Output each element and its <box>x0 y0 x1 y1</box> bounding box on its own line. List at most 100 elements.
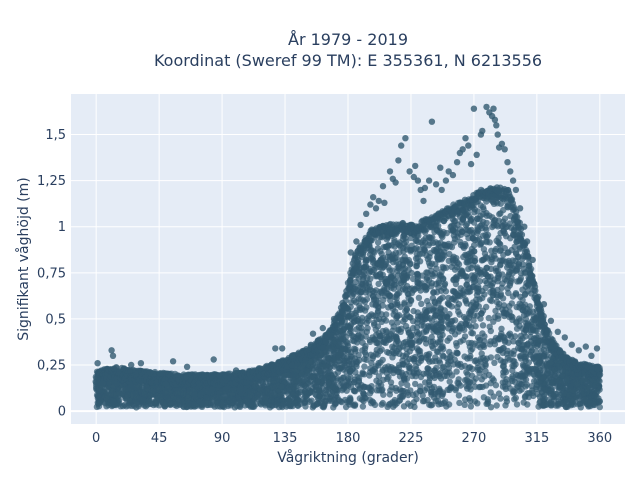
scatter-point <box>479 322 487 329</box>
scatter-point <box>513 319 520 327</box>
scatter-point <box>415 279 422 286</box>
scatter-point <box>509 373 516 380</box>
scatter-point <box>359 369 366 376</box>
scatter-point <box>430 272 437 280</box>
scatter-point <box>379 356 386 364</box>
scatter-point <box>495 390 503 397</box>
scatter-point <box>391 399 398 406</box>
scatter-point <box>474 334 482 341</box>
scatter-point <box>386 332 393 339</box>
scatter-point <box>509 265 516 272</box>
scatter-point <box>510 231 517 238</box>
scatter-point <box>490 393 497 400</box>
scatter-point <box>535 359 543 366</box>
scatter-point <box>403 243 410 250</box>
scatter-point <box>454 350 461 357</box>
scatter-point <box>495 217 502 224</box>
scatter-point <box>356 395 364 402</box>
scatter-point <box>347 328 354 335</box>
scatter-point <box>363 319 370 327</box>
scatter-point <box>364 274 371 282</box>
scatter-point <box>314 400 321 407</box>
scatter-point <box>153 396 160 404</box>
scatter-point <box>361 363 368 370</box>
scatter-point <box>496 240 503 247</box>
scatter-point <box>474 267 482 274</box>
scatter-point <box>408 269 415 277</box>
scatter-point <box>436 271 443 278</box>
scatter-point <box>425 277 433 284</box>
scatter-point <box>174 395 181 402</box>
scatter-point <box>452 280 460 288</box>
scatter-point <box>472 357 480 364</box>
scatter-point <box>478 257 485 264</box>
scatter-point <box>361 307 369 314</box>
scatter-point <box>527 348 534 356</box>
scatter-point <box>503 233 510 240</box>
scatter-point <box>404 326 412 334</box>
scatter-point <box>500 358 507 366</box>
scatter-point <box>515 340 522 347</box>
scatter-point <box>487 380 494 387</box>
scatter-point <box>516 372 524 380</box>
scatter-point <box>467 403 475 410</box>
scatter-point <box>180 403 187 411</box>
scatter-point <box>424 269 431 276</box>
scatter-point <box>312 357 320 364</box>
scatter-point <box>461 401 468 408</box>
scatter-point <box>437 295 444 303</box>
scatter-point <box>486 277 494 284</box>
scatter-point <box>407 248 414 255</box>
scatter-point <box>436 248 443 255</box>
scatter-point <box>455 376 462 383</box>
scatter-point <box>509 293 517 300</box>
scatter-point <box>128 402 135 409</box>
scatter-point <box>350 345 358 352</box>
scatter-point <box>425 378 433 385</box>
scatter-point <box>419 398 427 405</box>
scatter-point <box>344 342 352 350</box>
scatter-point <box>429 234 436 241</box>
scatter-point <box>375 341 383 348</box>
scatter-point <box>358 324 365 332</box>
scatter-point <box>502 378 509 386</box>
scatter-point <box>396 249 403 256</box>
scatter-point <box>290 391 297 398</box>
scatter-point <box>431 304 438 311</box>
scatter-point <box>360 390 367 397</box>
scatter-point <box>501 338 509 346</box>
scatter-point <box>472 278 479 285</box>
scatter-point <box>483 264 491 271</box>
scatter-point <box>534 342 541 350</box>
scatter-point <box>507 212 514 220</box>
scatter-point <box>378 288 385 295</box>
scatter-point <box>405 256 412 264</box>
scatter-point <box>407 314 414 321</box>
scatter-point <box>480 354 487 362</box>
scatter-point <box>351 297 358 304</box>
scatter-point <box>446 348 453 356</box>
scatter-point <box>355 286 362 294</box>
scatter-point <box>133 384 140 391</box>
scatter-point <box>408 289 416 297</box>
scatter-point <box>339 345 347 352</box>
scatter-point <box>426 307 433 314</box>
scatter-point <box>325 379 332 387</box>
scatter-point <box>362 342 369 350</box>
scatter-point <box>526 366 533 373</box>
scatter-point <box>342 396 349 404</box>
scatter-point <box>290 377 297 385</box>
scatter-point <box>355 377 362 384</box>
scatter-point <box>303 383 310 390</box>
scatter-point <box>409 275 417 283</box>
scatter-point <box>433 328 440 335</box>
scatter-point <box>515 261 523 268</box>
scatter-point <box>404 381 411 389</box>
scatter-point <box>409 355 416 362</box>
scatter-point <box>462 396 469 403</box>
scatter-point <box>476 241 484 248</box>
scatter-point <box>388 319 396 326</box>
scatter-point <box>470 317 477 324</box>
scatter-point <box>288 400 295 407</box>
scatter-point <box>372 273 379 280</box>
